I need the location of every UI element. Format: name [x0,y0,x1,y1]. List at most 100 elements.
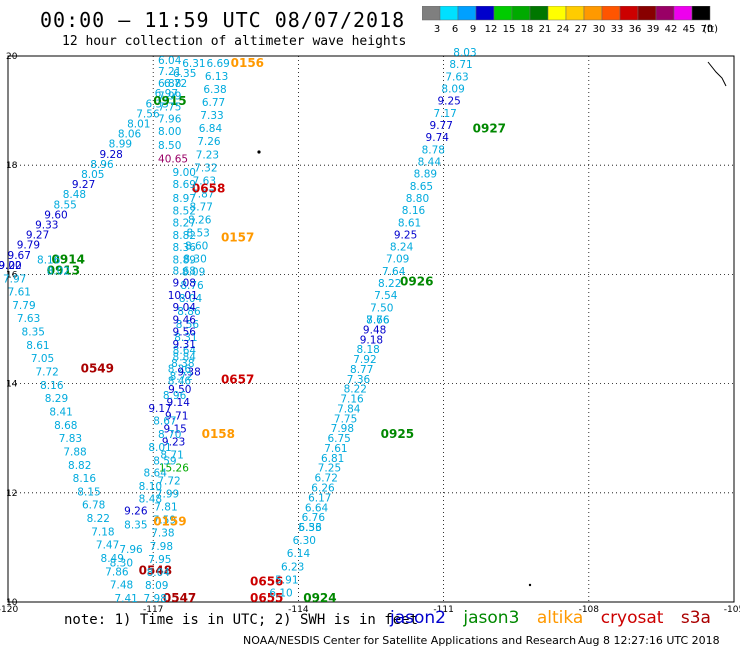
wave-height-label: 6.38 [203,84,226,96]
x-tick-label: -108 [579,605,600,615]
wave-height-label: 8.97 [173,193,196,205]
wave-height-label: 9.79 [17,240,40,252]
legend-cryosat: cryosat [600,608,664,628]
wave-height-label: 8.80 [406,193,429,205]
pass-time-label: 0156 [231,56,264,70]
wave-height-label: 8.22 [378,278,401,290]
wave-height-label: 8.09 [441,83,464,95]
pass-time-label: 0548 [139,564,172,578]
wave-height-label: 8.41 [49,406,72,418]
wave-height-label: 6.23 [281,561,304,573]
wave-height-label: 6.84 [199,123,223,135]
wave-height-label: 8.22 [87,513,110,525]
wave-height-label: 8.35 [22,327,45,339]
wave-height-label: 7.92 [353,354,376,366]
wave-height-label: 5.33 [298,522,321,534]
satellite-legend: jason2 jason3 altika cryosat s3a [390,608,723,628]
pass-time-label: 0913 [47,263,80,277]
wave-height-label: 8.67 [153,416,176,428]
wave-height-label: 8.72 [170,371,193,383]
wave-height-label: 8.06 [118,129,142,141]
wave-height-label: 9.77 [430,120,453,132]
wave-height-label: 8.16 [40,380,64,392]
wave-height-label: 8.03 [453,47,476,59]
colorbar-label: 30 [593,24,606,35]
wave-height-label: 8.89 [173,254,196,266]
pass-time-label: 0924 [303,591,336,605]
wave-height-label: 6.31 [182,58,205,70]
plot-frame [7,55,735,603]
wave-height-label: 7.18 [91,526,114,538]
wave-height-label: 8.56 [176,319,200,331]
wave-height-label: 7.99 [158,91,181,103]
colorbar: 3 6 9 12 15 18 21 24 27 30 33 36 39 42 45 70(ft) [422,6,718,35]
wave-height-label: 9.60 [44,209,67,221]
wave-height-label: 9.18 [360,334,383,346]
wave-height-label: 9.17 [148,403,171,415]
page-subtitle: 12 hour collection of altimeter wave hei… [62,34,407,49]
wave-height-label: 9.14 [167,397,191,409]
colorbar-label: 36 [629,24,642,35]
wave-height-label: 8.38 [171,358,194,370]
wave-height-label: 7.23 [196,149,219,161]
wave-height-label: 7.63 [17,313,40,325]
colorbar-unit: (ft) [703,24,718,35]
wave-height-label: 6.04 [158,55,182,67]
wave-height-label: 8.36 [173,242,197,254]
wave-height-label: 7.21 [158,66,181,78]
wave-height-label: 8.30 [183,254,206,266]
y-tick-label: 18 [6,161,18,171]
colorbar-label: 18 [521,24,534,35]
pass-time-label: 0159 [153,515,186,529]
pass-time-label: 0915 [153,94,186,108]
wave-height-label: 7.33 [200,110,223,122]
wave-height-label: 6.72 [315,473,338,485]
wave-height-label: 7.61 [8,287,31,299]
page-title: 00:00 — 11:59 UTC 08/07/2018 [40,8,406,32]
credit-text: NOAA/NESDIS Center for Satellite Applica… [243,634,577,647]
island-mark [528,583,532,587]
wave-height-label: 8.26 [188,215,212,227]
pass-time-label: 0657 [221,373,254,387]
colorbar-label: 3 [434,24,440,35]
wave-height-label: 8.71 [449,59,472,71]
wave-height-label: 9.31 [173,339,196,351]
wave-height-label: 8.71 [160,449,183,461]
wave-height-label: 8.70 [158,429,181,441]
wave-height-label: 6.69 [206,58,229,70]
wave-height-label: 8.69 [173,179,196,191]
wave-height-label: 8.05 [81,169,104,181]
wave-height-label: 6.33 [145,98,168,110]
wave-height-label: 8.89 [414,169,437,181]
wave-height-label: 7.86 [105,566,129,578]
wave-height-label: 9.48 [363,324,386,336]
wave-height-label: 7.38 [151,528,174,540]
pass-time-label: 0547 [163,591,196,605]
coastline [707,61,727,87]
wave-height-label: 7.32 [194,162,217,174]
wave-height-label: 9.28 [99,149,122,161]
wave-height-label: 7.36 [347,374,371,386]
wave-height-label: 8.61 [26,340,49,352]
wave-height-label: 7.17 [433,108,456,120]
wave-height-label: 7.09 [386,254,409,266]
wave-height-label: 8.82 [173,230,196,242]
wave-height-label: 8.60 [185,241,208,253]
wave-height-label: 7.64 [382,266,406,278]
pass-time-label: 0925 [381,427,414,441]
wave-height-label: 7.84 [337,403,361,415]
wave-height-label: 6.26 [311,483,335,495]
wave-height-label: 6.77 [202,97,225,109]
pass-time-label: 0658 [192,182,225,196]
wave-height-label: 7.76 [366,315,390,327]
wave-height-label: 8.77 [350,364,373,376]
y-tick-label: 16 [6,270,18,280]
colorbar-label: 42 [665,24,678,35]
wave-height-label: 8.52 [173,205,196,217]
wave-height-label: 8.01 [127,119,150,131]
wave-height-label: 7.75 [158,102,181,114]
wave-height-label: 7.97 [3,273,26,285]
wave-height-label: 8.09 [182,267,205,279]
wave-height-label: 8.78 [422,144,445,156]
